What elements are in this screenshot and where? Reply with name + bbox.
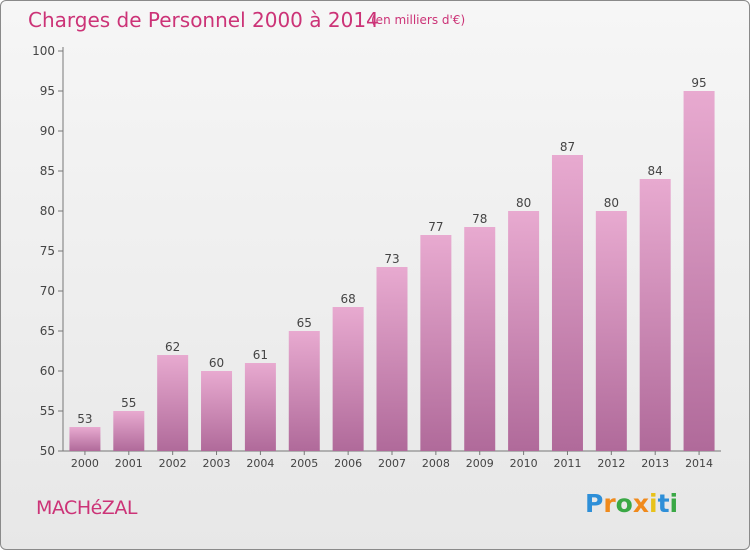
x-tick-label: 2012 [597,457,625,470]
data-label: 87 [560,140,575,154]
data-label: 80 [516,196,531,210]
data-label: 65 [297,316,312,330]
bar [288,331,320,451]
x-tick-label: 2004 [246,457,274,470]
x-tick-label: 2003 [203,457,231,470]
logo-letter: i [649,489,658,518]
bar [639,179,671,451]
y-tick-label: 50 [40,444,55,458]
data-label: 61 [253,348,268,362]
data-label: 68 [340,292,355,306]
x-tick-label: 2013 [641,457,669,470]
chart-subtitle: (en milliers d'€) [371,13,466,27]
data-label: 62 [165,340,180,354]
logo-letter: P [585,489,604,518]
bar [157,355,189,451]
x-tick-label: 2010 [510,457,538,470]
bar [244,363,276,451]
x-tick-label: 2001 [115,457,143,470]
logo-letter: r [603,489,616,518]
proxiti-logo: Proxiti [585,489,678,518]
bar [683,91,715,451]
y-tick-label: 100 [32,44,55,58]
chart-title: Charges de Personnel 2000 à 2014 [28,8,379,32]
bar [69,427,101,451]
x-tick-label: 2000 [71,457,99,470]
commune-name: MACHéZAL [36,497,137,519]
data-label: 77 [428,220,443,234]
logo-letter: i [669,489,679,518]
data-label: 55 [121,396,136,410]
x-tick-label: 2007 [378,457,406,470]
data-label: 80 [604,196,619,210]
data-label: 84 [648,164,663,178]
y-tick-label: 85 [40,164,55,178]
bar [376,267,408,451]
bar [420,235,452,451]
bar [595,211,627,451]
x-tick-label: 2006 [334,457,362,470]
y-tick-label: 65 [40,324,55,338]
y-tick-label: 90 [40,124,55,138]
bar [508,211,540,451]
y-tick-label: 60 [40,364,55,378]
bar [551,155,583,451]
data-label: 53 [77,412,92,426]
x-tick-label: 2008 [422,457,450,470]
x-tick-label: 2002 [159,457,187,470]
logo-letter: t [657,489,670,518]
x-tick-label: 2014 [685,457,713,470]
y-tick-label: 70 [40,284,55,298]
bar [332,307,364,451]
y-tick-label: 55 [40,404,55,418]
data-label: 78 [472,212,487,226]
logo-letter: o [615,489,633,518]
y-tick-label: 75 [40,244,55,258]
logo-letter: x [632,489,649,518]
x-tick-label: 2009 [466,457,494,470]
y-tick-label: 95 [40,84,55,98]
x-tick-label: 2011 [553,457,581,470]
bar [464,227,496,451]
y-tick-label: 80 [40,204,55,218]
x-tick-label: 2005 [290,457,318,470]
data-label: 60 [209,356,224,370]
bar [201,371,233,451]
bar [113,411,145,451]
data-label: 73 [384,252,399,266]
data-label: 95 [691,76,706,90]
